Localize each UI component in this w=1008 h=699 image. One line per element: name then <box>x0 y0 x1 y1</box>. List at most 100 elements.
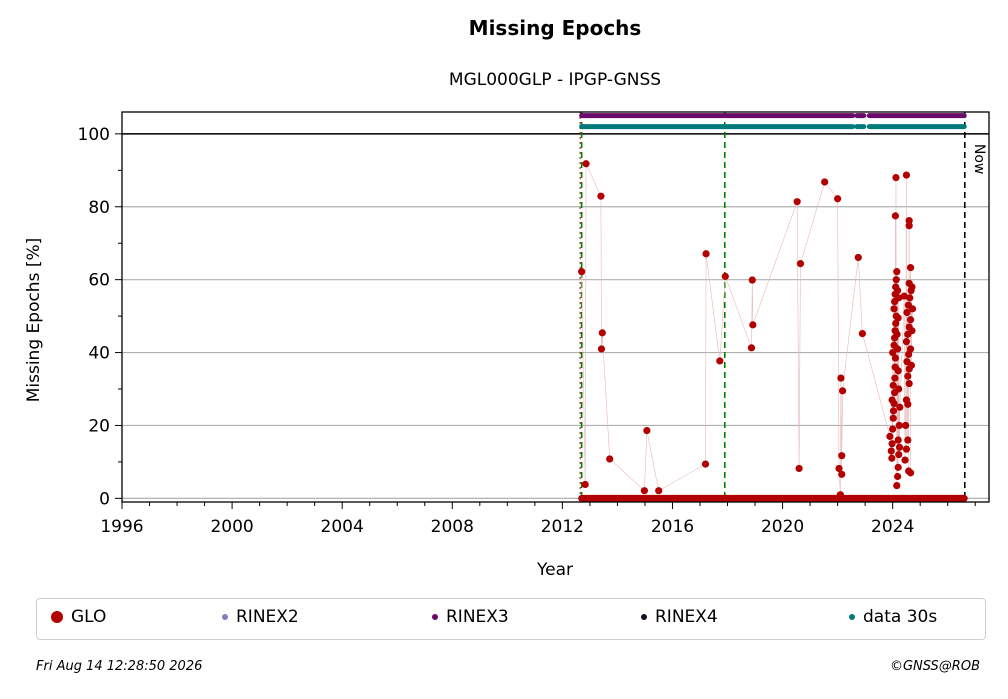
glo-data-point <box>893 481 901 490</box>
glo-data-point <box>904 372 912 380</box>
glo-data-point <box>886 432 894 440</box>
glo-data-point <box>838 387 847 395</box>
x-tick-label: 1996 <box>100 517 143 537</box>
glo-data-point <box>597 192 605 200</box>
x-tick-label: 2000 <box>210 517 253 537</box>
glo-data-point <box>889 425 897 433</box>
y-tick-label: 20 <box>88 416 110 436</box>
legend-item-data-30s: data 30s <box>849 607 937 627</box>
glo-data-point <box>891 354 900 362</box>
glo-data-point <box>902 421 910 430</box>
glo-data-point <box>894 314 902 322</box>
x-tick-label: 2016 <box>651 517 694 537</box>
glo-data-point <box>905 217 913 225</box>
glo-series-line <box>581 163 913 495</box>
glo-data-point <box>836 491 844 499</box>
glo-data-point <box>900 292 908 300</box>
glo-data-point <box>908 305 917 313</box>
legend-label: RINEX3 <box>446 607 509 627</box>
legend-label: data 30s <box>863 607 938 627</box>
glo-data-point <box>895 294 903 302</box>
glo-data-point <box>902 445 911 453</box>
legend-label: GLO <box>71 607 107 627</box>
glo-data-point <box>838 470 846 478</box>
data-layer <box>578 113 968 502</box>
glo-data-point <box>858 330 866 338</box>
glo-data-point <box>888 440 896 448</box>
glo-data-point <box>834 195 842 203</box>
x-tick-label: 2012 <box>541 517 584 537</box>
glo-data-point <box>895 385 903 393</box>
glo-data-point <box>896 403 904 411</box>
glo-data-point <box>795 464 803 473</box>
glo-data-point <box>889 407 898 415</box>
glo-data-point <box>901 456 909 464</box>
x-tick-label: 2020 <box>761 517 804 537</box>
glo-data-point <box>890 399 898 408</box>
glo-data-point <box>578 268 586 276</box>
glo-data-point <box>582 160 590 168</box>
y-tick-label: 80 <box>88 198 110 218</box>
glo-data-point <box>854 253 862 262</box>
y-axis-label: Missing Epochs [%] <box>24 238 44 403</box>
glo-data-point <box>906 345 915 353</box>
glo-data-point <box>835 464 843 473</box>
glo-data-point <box>655 487 663 495</box>
missing-epochs-chart: Now 1996 2000 2004 2008 2012 2016 2020 2024 0 20 4… <box>24 111 990 580</box>
glo-data-point <box>721 272 729 280</box>
grid-layer <box>122 133 989 499</box>
glo-data-point <box>716 357 724 365</box>
legend-item-rinex2: RINEX2 <box>222 607 299 627</box>
glo-data-point <box>904 400 912 408</box>
legend-rinex3-marker-icon <box>432 614 438 620</box>
glo-data-point <box>902 171 911 179</box>
legend: GLO RINEX2 RINEX3 RINEX4 data 30s <box>36 598 986 640</box>
legend-data30s-marker-icon <box>849 614 855 620</box>
legend-glo-marker-icon <box>51 611 63 623</box>
glo-data-point <box>902 338 911 346</box>
glo-data-point <box>606 455 614 463</box>
glo-data-point <box>895 421 903 430</box>
plot-frame <box>121 111 990 503</box>
glo-data-point <box>702 250 710 258</box>
footer-timestamp: Fri Aug 14 12:28:50 2026 <box>36 659 203 674</box>
y-tick-label: 40 <box>88 344 110 364</box>
glo-data-point <box>894 472 902 481</box>
glo-data-point <box>796 260 805 268</box>
y-tick-label: 0 <box>99 489 110 509</box>
glo-data-point <box>894 286 902 295</box>
glo-data-point <box>891 212 900 220</box>
glo-data-point <box>887 447 895 455</box>
glo-data-point <box>838 452 846 460</box>
marker-layer: Now <box>579 112 987 502</box>
legend-label: RINEX2 <box>236 607 299 627</box>
glo-data-point <box>905 379 913 388</box>
glo-data-point <box>837 374 845 382</box>
glo-data-point <box>640 487 649 495</box>
glo-data-point <box>701 460 710 468</box>
glo-data-point <box>905 350 913 358</box>
glo-data-point <box>821 178 829 186</box>
glo-data-point <box>892 276 900 284</box>
footer-copyright: ©GNSS@ROB <box>889 659 980 674</box>
legend-item-rinex4: RINEX4 <box>641 607 718 627</box>
glo-data-point <box>905 222 913 230</box>
chart-subtitle: MGL000GLP - IPGP-GNSS <box>448 70 662 90</box>
glo-data-point <box>894 367 902 375</box>
glo-data-point <box>747 344 756 352</box>
glo-data-point <box>894 436 902 444</box>
glo-data-point <box>903 308 911 317</box>
glo-data-point <box>893 268 901 276</box>
glo-data-point <box>793 198 801 206</box>
glo-data-point <box>895 451 903 459</box>
y-tick-label: 60 <box>88 271 110 291</box>
glo-data-point <box>893 330 901 338</box>
glo-data-point <box>895 443 904 451</box>
glo-data-point <box>597 345 606 353</box>
glo-data-point <box>894 463 902 471</box>
now-label: Now <box>971 144 987 175</box>
y-tick-label: 100 <box>78 125 110 145</box>
glo-data-point <box>904 436 912 444</box>
x-tick-label: 2004 <box>321 517 364 537</box>
glo-data-point <box>908 327 916 335</box>
